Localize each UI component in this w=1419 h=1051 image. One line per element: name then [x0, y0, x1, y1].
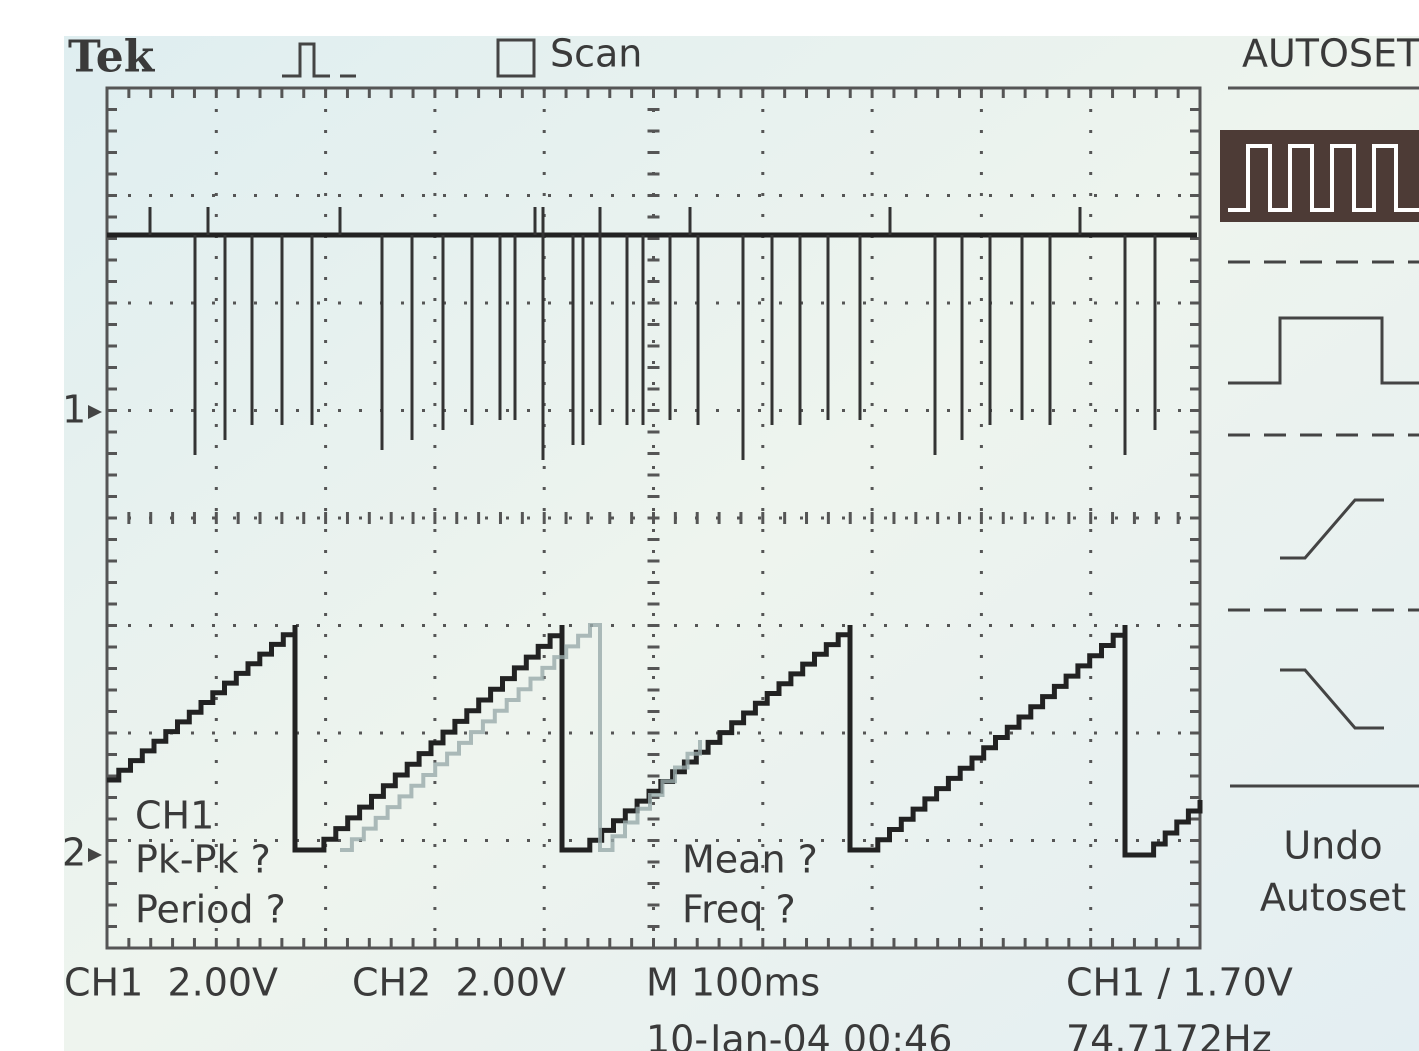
menu-title: AUTOSET	[1242, 32, 1419, 76]
measurement: Period ?	[135, 888, 286, 932]
ch1-scale: CH1 2.00V	[64, 961, 278, 1005]
acquire-mode: Scan	[550, 32, 642, 76]
oscilloscope-screen: Tek Scan AUTOSET Undo Autoset 1 2 CH1 Pk…	[0, 0, 1419, 1051]
datetime: 10-Jan-04 00:46	[646, 1018, 952, 1051]
ch2-marker: 2	[62, 831, 86, 875]
brand: Tek	[68, 32, 156, 83]
trigger-frequency: 74.7172Hz	[1066, 1018, 1272, 1051]
timebase: M 100ms	[646, 961, 820, 1005]
measurement: Pk-Pk ?	[135, 838, 271, 882]
measure-source: CH1	[135, 794, 214, 838]
page: Tek Scan AUTOSET Undo Autoset 1 2 CH1 Pk…	[0, 0, 1419, 1051]
measurement: Mean ?	[682, 838, 818, 882]
trigger: CH1 ∕ 1.70V	[1066, 961, 1293, 1005]
ch2-scale: CH2 2.00V	[352, 961, 566, 1005]
measurement: Freq ?	[682, 888, 796, 932]
undo-label[interactable]: Autoset	[1260, 876, 1406, 920]
undo-label[interactable]: Undo	[1283, 824, 1382, 868]
ch1-marker: 1	[62, 388, 86, 432]
